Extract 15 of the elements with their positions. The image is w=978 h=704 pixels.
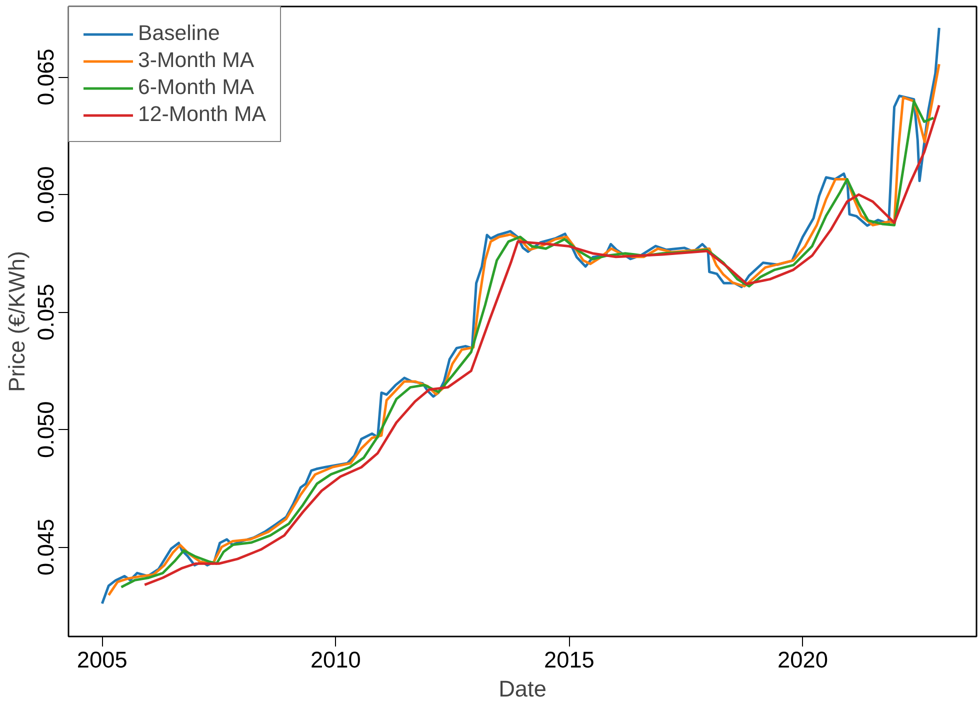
y-tick-label: 0.045 bbox=[32, 518, 58, 576]
x-axis-title: Date bbox=[498, 676, 546, 702]
legend-label: 6-Month MA bbox=[138, 75, 254, 100]
x-tick-label: 2005 bbox=[76, 646, 128, 672]
legend-label: 12-Month MA bbox=[138, 102, 266, 127]
y-tick-label: 0.065 bbox=[32, 48, 58, 106]
y-tick-label: 0.055 bbox=[32, 284, 58, 340]
x-tick-label: 2020 bbox=[778, 646, 828, 672]
legend-label: 3-Month MA bbox=[138, 48, 254, 73]
legend-label: Baseline bbox=[138, 21, 220, 46]
y-tick-label: 0.060 bbox=[32, 166, 58, 223]
x-tick-label: 2010 bbox=[310, 646, 361, 672]
y-tick-label: 0.050 bbox=[32, 401, 58, 458]
y-axis-title: Price (€/KWh) bbox=[4, 250, 30, 392]
x-tick-label: 2015 bbox=[544, 646, 594, 672]
